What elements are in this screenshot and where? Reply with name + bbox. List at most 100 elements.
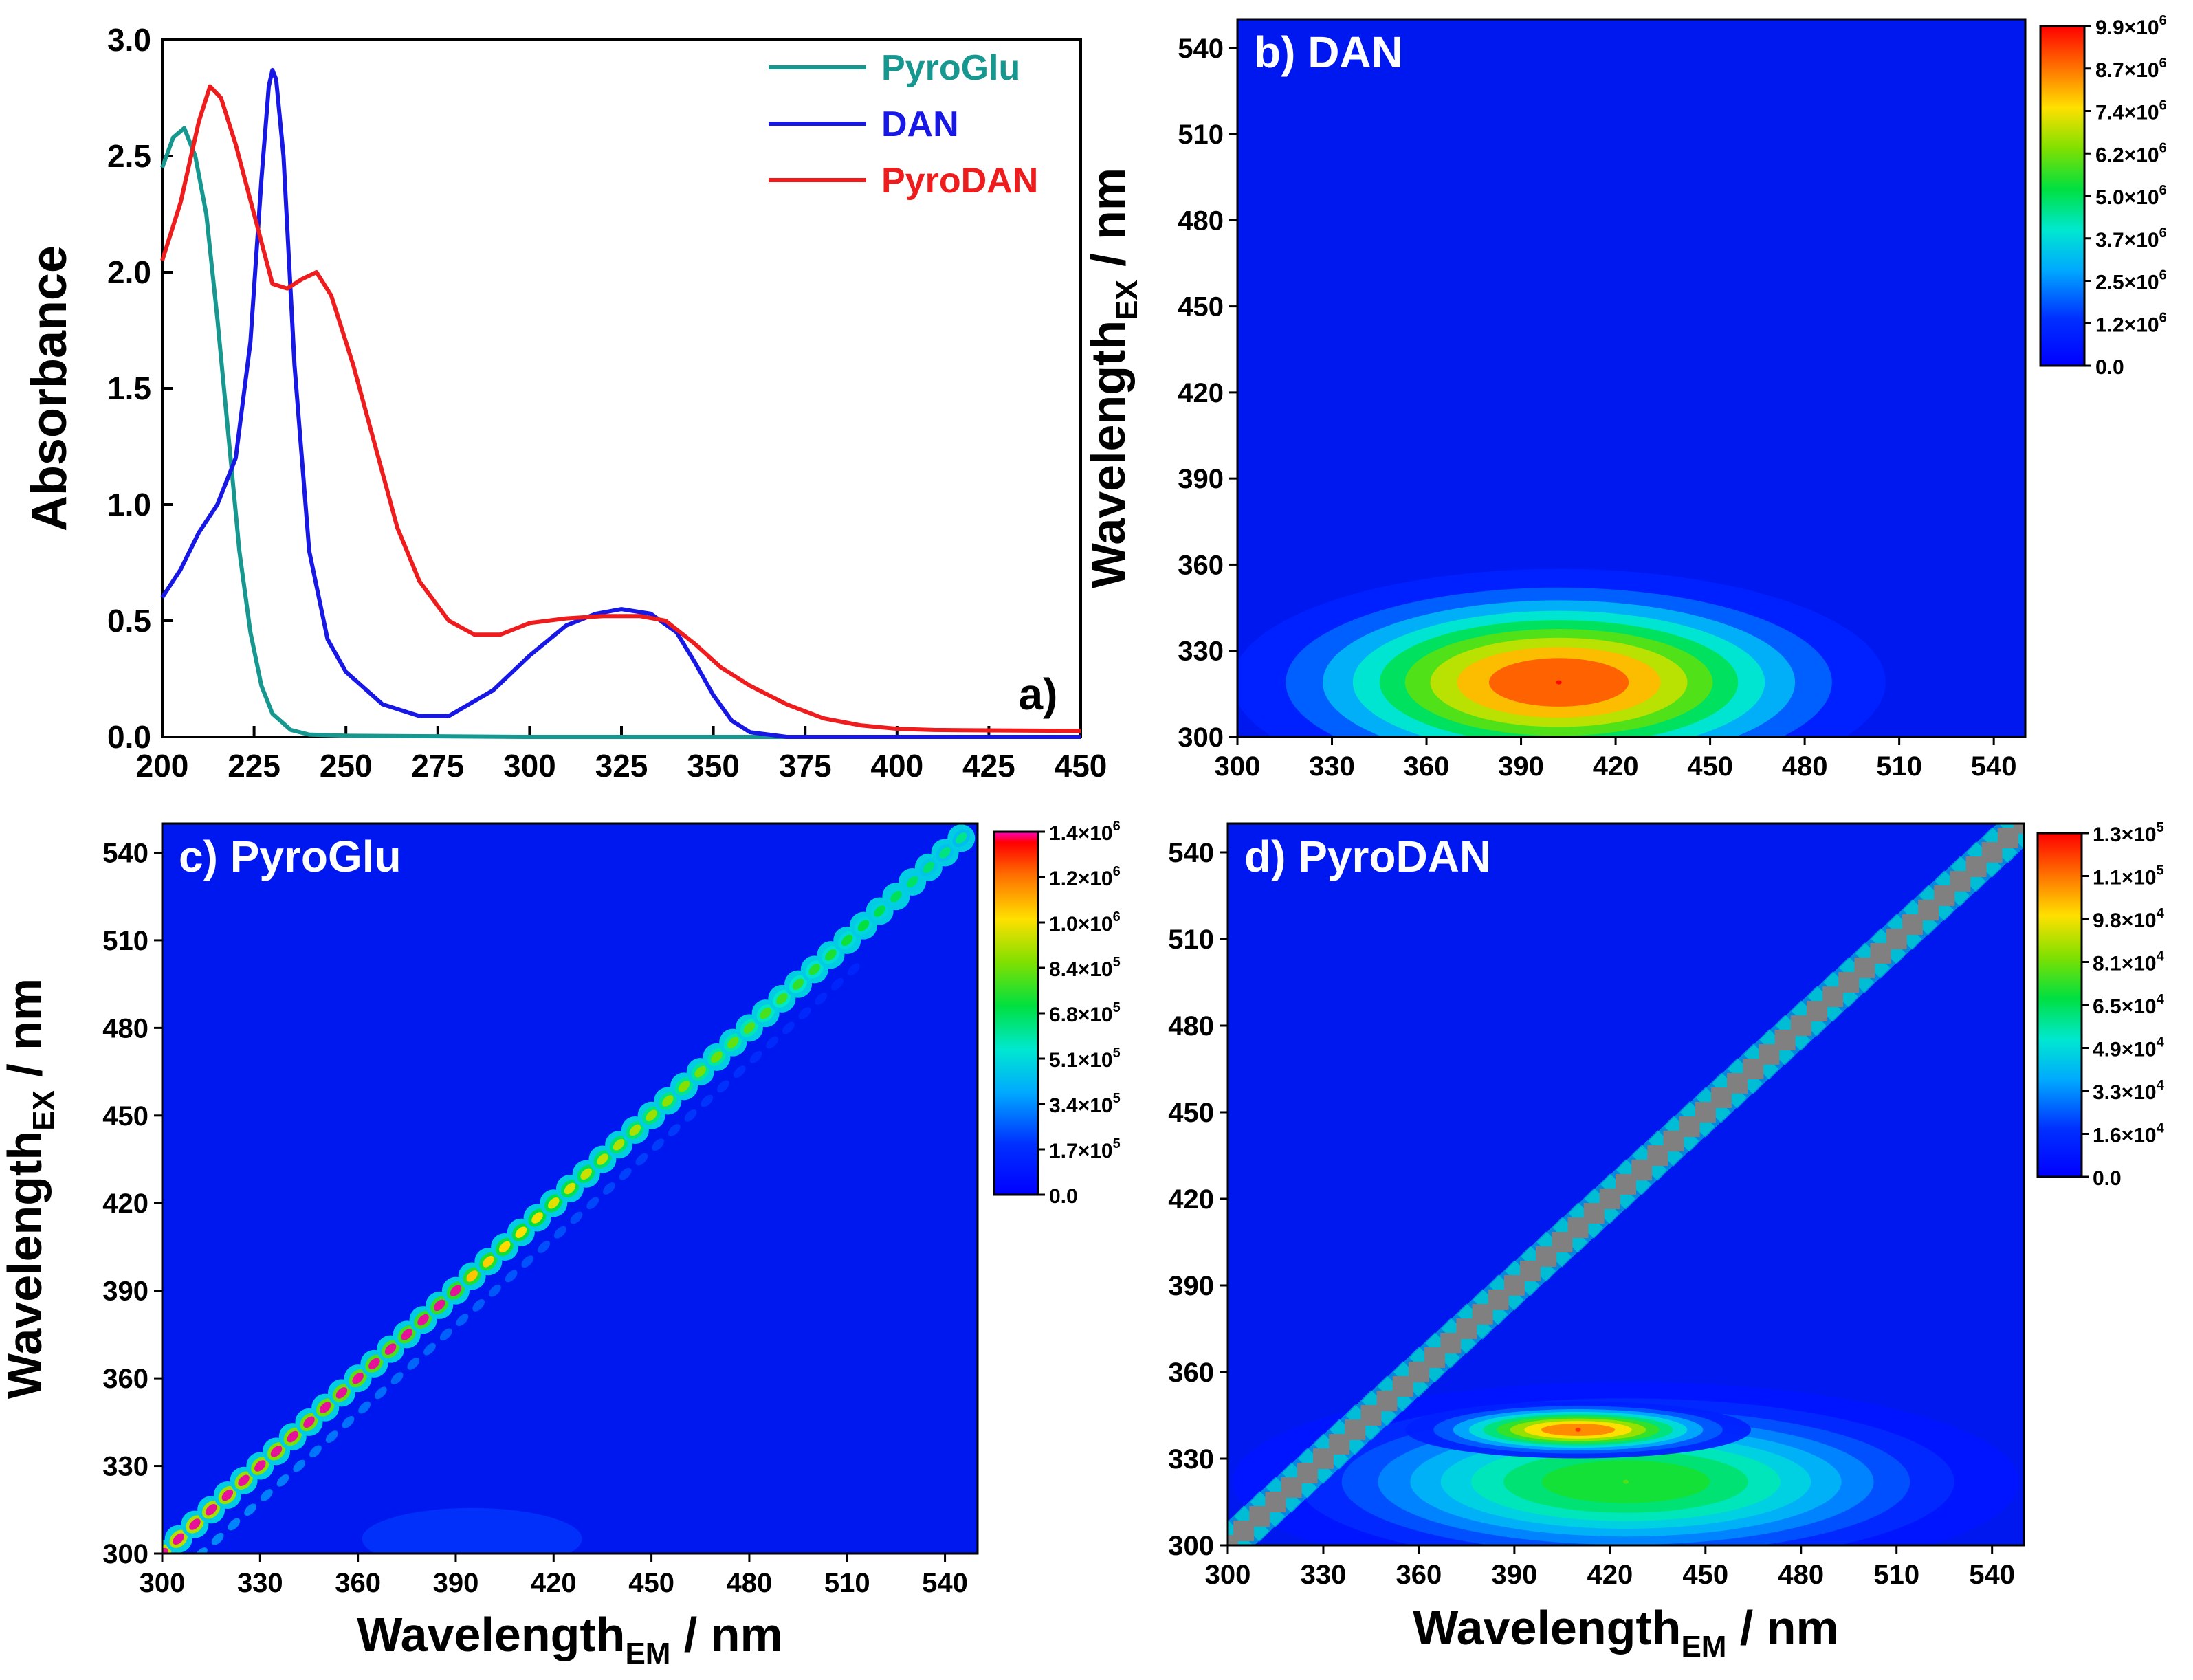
raman-spot	[538, 1241, 550, 1253]
raman-spot	[553, 1226, 566, 1239]
y-tick-label: 420	[1178, 378, 1224, 408]
raman-spot	[619, 1167, 632, 1180]
y-tick-label: 420	[1168, 1184, 1214, 1215]
x-tick-label: 300	[140, 1568, 186, 1598]
raman-spot	[342, 1415, 355, 1428]
x-tick-label: 360	[1404, 751, 1450, 782]
scatter-spot-core	[841, 934, 853, 947]
colorbar-label: 0.0	[1049, 1185, 1078, 1208]
raman-spot	[244, 1503, 256, 1516]
y-tick-label: 0.0	[107, 719, 151, 755]
y-tick-label: 450	[102, 1101, 148, 1131]
x-tick-label: 225	[228, 748, 280, 784]
colorbar-label: 1.6×104	[2093, 1121, 2165, 1147]
scatter-spot-core	[531, 1212, 543, 1224]
raman-spot	[195, 1547, 208, 1554]
panel-title: d) PyroDAN	[1244, 832, 1491, 881]
raman-spot	[211, 1532, 224, 1545]
scatter-spot-core	[923, 861, 935, 873]
panel-b-dan-heatmap: 300 330 360 390 420 450 480 510 540 300 330 360 390 4…	[1081, 13, 2167, 782]
raman-spot	[456, 1314, 469, 1327]
scatter-spot-core	[662, 1095, 674, 1107]
raman-spot	[260, 1489, 273, 1501]
scatter-spot-core	[352, 1372, 364, 1384]
colorbar-label: 7.4×106	[2095, 98, 2167, 124]
raman-spot	[228, 1518, 241, 1531]
raman-spot	[521, 1255, 534, 1268]
scatter-spot-core	[760, 1007, 771, 1019]
scatter-spot-core	[857, 920, 870, 931]
raman-spot	[668, 1124, 681, 1136]
scatter-spot-core	[498, 1241, 511, 1253]
heatmap-content	[162, 824, 976, 1554]
raman-spot	[652, 1138, 664, 1151]
scatter-spot-core	[450, 1285, 462, 1296]
x-tick-label: 450	[1682, 1560, 1728, 1590]
x-tick-label: 540	[922, 1568, 968, 1598]
plot-frame	[161, 822, 979, 1555]
scatter-spot-core	[678, 1081, 690, 1092]
x-tick-label: 540	[1969, 1560, 2015, 1590]
colorbar-label: 6.8×105	[1049, 1000, 1121, 1026]
scatter-spot-core	[939, 847, 951, 859]
x-tick-label: 300	[503, 748, 556, 784]
scatter-spot-core	[287, 1430, 299, 1443]
x-axis-label: WavelengthEM / nm	[1413, 1601, 1839, 1664]
y-tick-label: 390	[1178, 464, 1224, 494]
scatter-spot-core	[401, 1329, 413, 1340]
x-tick-label: 420	[1593, 751, 1639, 782]
colorbar	[2036, 832, 2083, 1178]
raman-spot	[798, 1007, 811, 1019]
raman-spot	[603, 1182, 615, 1195]
raman-spot	[423, 1342, 436, 1356]
y-tick-label: 480	[102, 1013, 148, 1043]
y-tick-label: 540	[102, 838, 148, 868]
scatter-spot-core	[189, 1518, 201, 1530]
y-tick-label: 510	[102, 926, 148, 956]
raman-spot	[570, 1211, 583, 1224]
scatter-spot-core	[694, 1065, 707, 1078]
y-tick-label: 300	[102, 1539, 148, 1569]
y-tick-label: 390	[1168, 1271, 1214, 1301]
legend-label-pyroglu: PyroGlu	[881, 48, 1020, 88]
x-tick-label: 480	[1778, 1560, 1824, 1590]
y-tick-label: 540	[1178, 34, 1224, 64]
scatter-spot-core	[433, 1299, 445, 1312]
panel-label-a: a)	[1019, 670, 1058, 719]
raman-spot	[293, 1459, 306, 1472]
x-tick-label: 420	[1587, 1560, 1633, 1590]
x-axis-label: WavelengthEM / nm	[357, 1608, 783, 1670]
colorbar-label: 5.0×106	[2095, 183, 2167, 209]
x-tick-label: 510	[1876, 751, 1922, 782]
x-tick-label: 450	[1687, 751, 1733, 782]
raman-spot	[717, 1080, 729, 1093]
x-tick-label: 510	[1873, 1560, 1919, 1590]
scatter-spot-core	[597, 1153, 608, 1165]
raman-spot	[309, 1445, 322, 1458]
y-tick-label: 0.5	[107, 603, 151, 639]
y-tick-label: 2.5	[107, 138, 151, 174]
x-tick-label: 375	[779, 748, 832, 784]
panel-d-pyrodan-heatmap: 300 330 360 390 420 450 480 510 540 300 330 360 390 4…	[1168, 820, 2165, 1664]
scatter-spot-core	[890, 890, 902, 903]
colorbar-label: 8.7×106	[2095, 56, 2167, 82]
x-tick-label: 275	[411, 748, 464, 784]
x-tick-label: 300	[1215, 751, 1261, 782]
raman-spot	[439, 1328, 452, 1341]
y-axis-label: WavelengthEX / nm	[1081, 168, 1144, 588]
scatter-spot-core	[238, 1474, 250, 1487]
raman-spot	[325, 1430, 338, 1443]
raman-spot	[766, 1036, 778, 1049]
colorbar-label: 8.1×104	[2093, 949, 2165, 975]
emission-contour	[1556, 680, 1562, 685]
scatter-spot-core	[173, 1533, 184, 1545]
colorbar-label: 3.4×105	[1049, 1091, 1121, 1117]
raman-spot	[635, 1153, 648, 1166]
y-tick-label: 300	[1168, 1531, 1214, 1561]
y-tick-label: 480	[1178, 206, 1224, 236]
y-tick-label: 330	[1168, 1444, 1214, 1474]
heatmap-content	[1228, 824, 2024, 1545]
raman-spot	[358, 1401, 371, 1414]
colorbar-label: 6.5×104	[2093, 992, 2165, 1018]
scatter-spot-core	[825, 949, 837, 961]
